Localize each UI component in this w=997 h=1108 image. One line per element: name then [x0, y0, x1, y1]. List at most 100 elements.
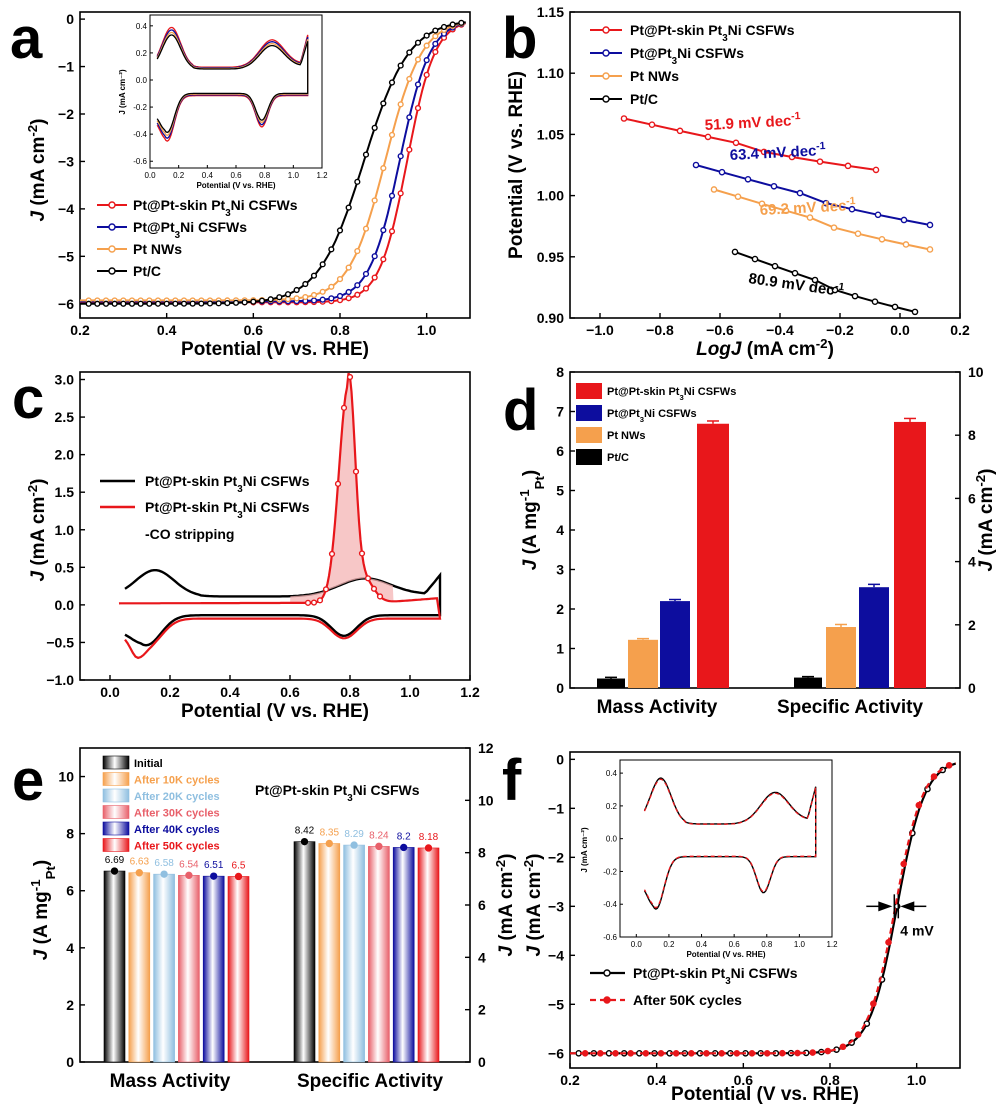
- panel-f-legend-label: After 50K cycles: [633, 992, 742, 1008]
- panel-a-marker-3: [354, 178, 361, 185]
- panel-a-marker-1: [432, 40, 439, 47]
- panel-a-marker-3: [362, 151, 370, 158]
- panel-a-ytick-label: −2: [58, 106, 74, 122]
- panel-f-inset-ytick-label: -0.6: [603, 933, 617, 942]
- panel-b-legend-marker: [602, 49, 610, 57]
- panel-c-xtick-label: 0.2: [160, 684, 180, 700]
- panel-e-legend-swatch: [102, 821, 130, 836]
- panel-c-ytick-label: 2.0: [55, 447, 75, 463]
- panel-d-ytick-label-right: 2: [968, 617, 976, 633]
- panel-a-marker-3: [250, 298, 257, 305]
- panel-d-ytick-label: 3: [556, 562, 564, 578]
- panel-d-legend-label-part: Ni CSFWs: [684, 386, 737, 398]
- panel-a-legend-marker: [108, 245, 116, 253]
- panel-f-xtick-label: 0.8: [820, 1072, 840, 1088]
- panel-a-inset-xtick-label: 0.0: [144, 171, 156, 180]
- panel-b-marker-2: [926, 246, 934, 253]
- panel-a-marker-2: [371, 197, 378, 204]
- panel-f-marker-after: [597, 1050, 604, 1057]
- panel-a-marker-1: [345, 288, 352, 296]
- panel-b-marker-1: [796, 189, 804, 197]
- panel-f-inset-xtick-label: 0.2: [663, 940, 675, 949]
- panel-a-legend-label-part: 3: [225, 208, 231, 219]
- panel-a-xlabel: Potential (V vs. RHE): [181, 339, 369, 360]
- panel-e-ytick-label: 2: [66, 997, 74, 1013]
- panel-e-legend-label: After 40K cycles: [134, 824, 220, 836]
- panel-e-legend-label: After 50K cycles: [134, 841, 220, 853]
- panel-f-xtick-label: 1.0: [907, 1072, 927, 1088]
- panel-f-inset-ytick-label: 0.0: [606, 835, 618, 844]
- panel-a-marker-2: [388, 131, 396, 139]
- panel-f-inset-xlabel: Potential (V vs. RHE): [686, 950, 765, 959]
- panel-a-marker-1: [371, 253, 378, 260]
- panel-b-marker-3: [811, 276, 819, 284]
- panel-c-co-marker: [334, 480, 342, 487]
- panel-a-legend-label-part: 3: [175, 230, 181, 241]
- panel-c-co-marker: [376, 593, 384, 600]
- panel-f-ytick-label: −3: [548, 898, 564, 914]
- panel-f-marker-after: [763, 1049, 771, 1057]
- panel-a-xtick-label: 1.0: [417, 322, 437, 338]
- panel-f-annot-arrow-left: [878, 901, 893, 912]
- panel-f-ylabel-part: J: [524, 946, 545, 957]
- panel-e-title-part: Pt@Pt-skin Pt: [255, 782, 348, 798]
- panel-f-legend-marker: [603, 996, 611, 1004]
- panel-e-bar-marker: [110, 867, 119, 875]
- panel-a-inset-xlabel: Potential (V vs. RHE): [196, 181, 275, 190]
- panel-b-marker-2: [734, 193, 742, 200]
- panel-e-bar-3-1: [368, 846, 390, 1063]
- panel-e-bar-3-0: [178, 875, 200, 1063]
- panel-e-ylabel-left-part: J: [31, 949, 52, 960]
- panel-b-xtick-label: −0.8: [646, 322, 674, 338]
- panel-a-legend-label-part: Ni CSFWs: [180, 219, 247, 235]
- panel-a-marker-0: [345, 295, 352, 302]
- panel-c-co-marker: [310, 599, 318, 606]
- panel-a-marker-3: [397, 62, 404, 69]
- panel-f-inset-ytick-label: -0.4: [603, 900, 617, 909]
- panel-f-inset-ytick-label: 0.4: [606, 769, 618, 778]
- panel-b-marker-2: [710, 186, 718, 193]
- panel-b-marker-3: [831, 286, 839, 294]
- panel-a-marker-2: [302, 293, 309, 301]
- panel-label-b: b: [502, 6, 537, 71]
- panel-b-slope-label-2-part: -1: [846, 195, 856, 207]
- panel-e-ylabel-right-part: J: [496, 946, 517, 957]
- panel-d-ytick-label-right: 4: [968, 554, 976, 570]
- panel-a-marker-2: [406, 75, 413, 83]
- panel-f-xtick-label: 0.2: [560, 1072, 580, 1088]
- panel-a-legend-label: Pt@Pt-skin Pt3Ni CSFWs: [133, 197, 298, 219]
- panel-a-marker-1: [388, 192, 396, 199]
- panel-f-inset-xtick-label: 0.0: [631, 940, 643, 949]
- panel-a-marker-3: [111, 300, 118, 307]
- panel-b-xlabel-part: -2: [816, 336, 828, 351]
- panel-a-inset-xtick-label: 0.8: [259, 171, 271, 180]
- panel-f-marker-after: [885, 939, 892, 946]
- panel-d-ylabel-right: J (mA cm-2): [973, 469, 997, 572]
- panel-a-marker-0: [406, 146, 413, 153]
- panel-e-ytick-label-right: 6: [478, 897, 486, 913]
- panel-a-marker-3: [423, 32, 430, 39]
- panel-b-marker-1: [770, 182, 778, 190]
- panel-a-marker-1: [362, 270, 370, 278]
- panel-b-marker-1: [822, 199, 830, 207]
- panel-e-bar-5-0: [227, 876, 250, 1063]
- panel-a-inset-ytick-label: -0.6: [133, 157, 147, 166]
- panel-d-legend-label: Pt NWs: [607, 430, 646, 442]
- panel-a-marker-1: [423, 57, 430, 64]
- panel-d-bar-0-0: [597, 678, 625, 688]
- panel-e-ytick-label: 4: [66, 940, 74, 956]
- panel-a-marker-2: [345, 264, 352, 271]
- panel-b-legend-label-part: Pt/C: [630, 91, 658, 107]
- panel-c-xtick-label: 0.4: [220, 684, 240, 700]
- panel-a-marker-2: [397, 101, 404, 108]
- panel-e-value-label: 8.42: [295, 826, 315, 837]
- panel-a-marker-0: [362, 285, 370, 292]
- panel-c-legend-label-part: Pt@Pt-skin Pt: [145, 473, 238, 489]
- panel-e-value-label: 6.58: [154, 858, 174, 869]
- panel-e-ylabel-left-part: -1: [28, 879, 43, 891]
- panel-c-co-marker: [328, 550, 336, 558]
- panel-e-bar-1-0: [128, 872, 151, 1063]
- panel-f-ytick-label: −2: [548, 849, 564, 865]
- panel-f-inset-xtick-label: 1.0: [794, 940, 806, 949]
- panel-e-legend-swatch: [102, 772, 130, 786]
